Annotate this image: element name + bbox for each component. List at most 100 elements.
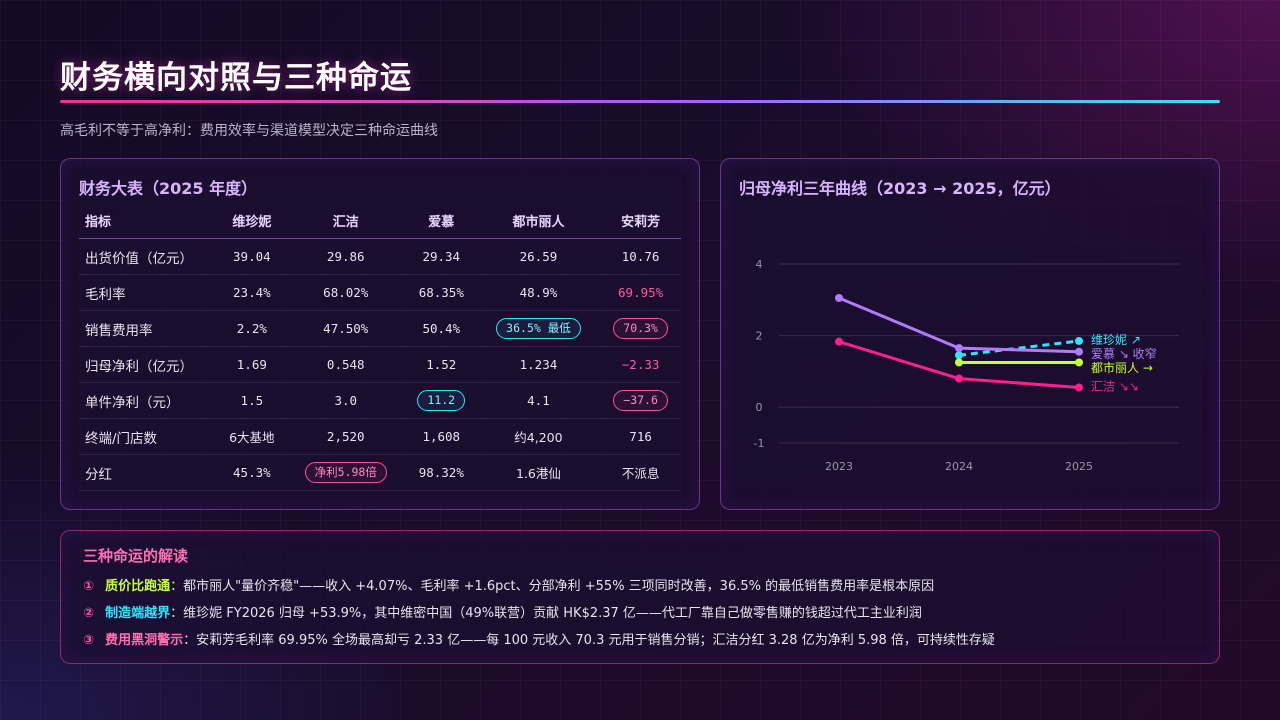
table-cell: 2,520	[285, 418, 406, 455]
table-cell: 0.548	[285, 346, 406, 383]
interpretation-title: 三种命运的解读	[83, 547, 189, 565]
page-subtitle: 高毛利不等于高净利：费用效率与渠道模型决定三种命运曲线	[60, 123, 438, 139]
table-cell: 48.9%	[476, 274, 601, 311]
item-label: 制造端越界	[105, 606, 171, 621]
interpretation-item: ② 制造端越界：维珍妮 FY2026 归母 +53.9%，其中维密中国（49%联…	[83, 602, 922, 621]
highlight-badge: 净利5.98倍	[304, 462, 387, 483]
table-cell: 净利5.98倍	[285, 454, 406, 491]
item-text: ：维珍妮 FY2026 归母 +53.9%，其中维密中国（49%联营）贡献 HK…	[170, 606, 922, 621]
series-label: 都市丽人 →	[1091, 360, 1153, 375]
table-cell: 10.76	[600, 238, 681, 275]
table-cell: 26.59	[476, 238, 601, 275]
table-cell: 1,608	[405, 418, 477, 455]
column-header: 爱慕	[405, 203, 477, 239]
row-metric-label: 分红	[79, 454, 218, 491]
data-point	[955, 344, 963, 353]
table-title: 财务大表（2025 年度）	[79, 179, 258, 198]
table-cell: 36.5% 最低	[476, 310, 601, 347]
data-point	[1075, 358, 1083, 367]
item-number: ②	[83, 606, 95, 621]
table-cell: 11.2	[405, 382, 477, 419]
data-point	[955, 351, 963, 360]
table-cell: 6大基地	[218, 418, 286, 455]
data-point	[835, 294, 843, 303]
series-label: 维珍妮 ↗	[1091, 333, 1141, 347]
table-cell: 70.3%	[600, 310, 681, 347]
data-point	[1075, 383, 1083, 392]
table-row: 单件净利（元） 1.5 3.0 11.2 4.1 −37.6	[79, 382, 681, 419]
table-body: 出货价值（亿元） 39.04 29.86 29.34 26.59 10.76 毛利率 23.4…	[79, 238, 681, 491]
table-cell: −37.6	[600, 382, 681, 419]
table-cell: −2.33	[600, 346, 681, 383]
series-line	[838, 296, 1080, 354]
title-underline	[60, 100, 1220, 103]
column-header: 指标	[79, 203, 218, 239]
table-cell: 45.3%	[218, 454, 286, 491]
item-number: ③	[83, 633, 95, 648]
highlight-badge: 11.2	[417, 390, 466, 411]
row-metric-label: 出货价值（亿元）	[79, 238, 218, 275]
table-cell: 50.4%	[405, 310, 477, 347]
table-cell: 3.0	[285, 382, 406, 419]
column-header: 汇洁	[285, 203, 406, 239]
table-row: 销售费用率 2.2% 47.50% 50.4% 36.5% 最低 70.3%	[79, 310, 681, 347]
table-cell: 39.04	[218, 238, 286, 275]
column-header: 维珍妮	[218, 203, 286, 239]
x-tick-label: 2024	[945, 460, 973, 473]
table-cell: 不派息	[600, 454, 681, 491]
series-label: 爱慕 ↘ 收窄	[1091, 346, 1157, 361]
table-cell: 47.50%	[285, 310, 406, 347]
data-point	[955, 358, 963, 367]
table-row: 毛利率 23.4% 68.02% 68.35% 48.9% 69.95%	[79, 274, 681, 311]
table-cell: 68.02%	[285, 274, 406, 311]
table-row: 分红 45.3% 净利5.98倍 98.32% 1.6港仙 不派息	[79, 454, 681, 491]
table-cell: 2.2%	[218, 310, 286, 347]
table-cell: 29.34	[405, 238, 477, 275]
y-tick-label: -1	[754, 437, 765, 450]
y-tick-label: 2	[756, 330, 763, 343]
interpretation-panel: 三种命运的解读 ① 质价比跑通：都市丽人"量价齐稳"——收入 +4.07%、毛利…	[60, 530, 1220, 664]
series-label: 汇洁 ↘↘	[1091, 380, 1139, 394]
data-point	[1075, 347, 1083, 356]
table-cell: 23.4%	[218, 274, 286, 311]
y-tick-label: 4	[756, 258, 763, 271]
table-cell: 716	[600, 418, 681, 455]
table-cell: 98.32%	[405, 454, 477, 491]
table-row: 终端/门店数 6大基地 2,520 1,608 约4,200 716	[79, 418, 681, 455]
interpretation-item: ③ 费用黑洞警示：安莉芳毛利率 69.95% 全场最高却亏 2.33 亿——每 …	[83, 629, 995, 648]
financial-table: 指标 维珍妮 汇洁 爱慕 都市丽人 安莉芳 出货价值（亿元） 39.04 29.86…	[79, 203, 681, 491]
x-tick-label: 2023	[825, 460, 853, 473]
table-cell: 1.69	[218, 346, 286, 383]
data-point	[955, 374, 963, 383]
table-cell: 29.86	[285, 238, 406, 275]
column-header: 安莉芳	[600, 203, 681, 239]
financial-table-panel: 财务大表（2025 年度） 指标 维珍妮 汇洁 爱慕 都市丽人 安莉芳 出货价值…	[60, 158, 700, 510]
table-cell: 1.6港仙	[476, 454, 601, 491]
table-cell: 1.52	[405, 346, 477, 383]
data-point	[835, 337, 843, 346]
data-point	[1075, 336, 1083, 345]
row-metric-label: 销售费用率	[79, 310, 218, 347]
item-label: 质价比跑通	[105, 579, 171, 594]
table-cell: 69.95%	[600, 274, 681, 311]
table-cell: 约4,200	[476, 418, 601, 455]
column-header: 都市丽人	[476, 203, 601, 239]
item-number: ①	[83, 579, 95, 594]
interpretation-item: ① 质价比跑通：都市丽人"量价齐稳"——收入 +4.07%、毛利率 +1.6pc…	[83, 575, 934, 594]
table-row: 出货价值（亿元） 39.04 29.86 29.34 26.59 10.76	[79, 238, 681, 275]
highlight-badge: −37.6	[613, 390, 668, 411]
item-text: ：安莉芳毛利率 69.95% 全场最高却亏 2.33 亿——每 100 元收入 …	[183, 633, 995, 648]
table-cell: 1.5	[218, 382, 286, 419]
row-metric-label: 归母净利（亿元）	[79, 346, 218, 383]
table-header-row: 指标 维珍妮 汇洁 爱慕 都市丽人 安莉芳	[79, 203, 681, 239]
highlight-badge: 70.3%	[613, 318, 668, 339]
series-line	[958, 339, 1080, 357]
table-cell: 4.1	[476, 382, 601, 419]
y-tick-label: 0	[756, 401, 763, 414]
table-cell: 68.35%	[405, 274, 477, 311]
table-cell: 1.234	[476, 346, 601, 383]
table-row: 归母净利（亿元） 1.69 0.548 1.52 1.234 −2.33	[79, 346, 681, 383]
highlight-badge: 36.5% 最低	[496, 318, 581, 339]
chart-panel: 归母净利三年曲线（2023 → 2025，亿元） 4 2 0 -1 2023 2024 20…	[720, 158, 1220, 510]
